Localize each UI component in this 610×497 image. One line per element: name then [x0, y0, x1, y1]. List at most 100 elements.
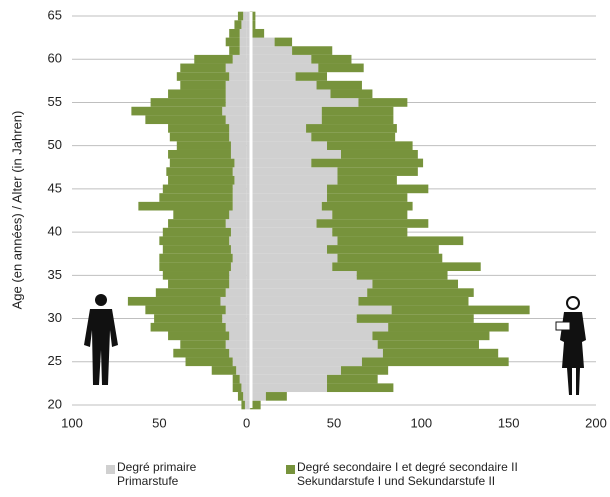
bar	[180, 80, 226, 90]
bar	[246, 193, 328, 202]
bar	[295, 72, 328, 81]
bar	[250, 400, 261, 410]
bar	[225, 115, 247, 125]
bar	[356, 271, 448, 280]
bar	[361, 357, 509, 367]
bar	[244, 400, 247, 410]
bar	[332, 210, 408, 220]
bar	[168, 175, 235, 185]
bar	[337, 175, 397, 185]
bar	[377, 340, 479, 349]
bar	[225, 80, 247, 90]
bar	[243, 11, 247, 21]
bar	[330, 89, 373, 99]
bar	[246, 167, 338, 176]
bars	[127, 11, 530, 410]
y-axis-title: Age (en années) / Alter (in Jahren)	[9, 111, 24, 310]
bar	[246, 271, 357, 280]
x-tick-label: 100	[410, 415, 432, 430]
bar	[168, 279, 230, 289]
bar	[225, 219, 247, 228]
bar	[229, 348, 247, 358]
y-tick-label: 35	[48, 267, 62, 282]
bar	[234, 158, 247, 168]
bar	[246, 158, 312, 168]
bar	[159, 193, 233, 202]
bar	[230, 245, 247, 254]
bar	[222, 106, 247, 116]
bar	[311, 158, 424, 168]
bar	[162, 245, 231, 254]
bar	[246, 357, 362, 367]
bar	[239, 28, 247, 38]
bar	[169, 132, 230, 142]
bar	[241, 383, 247, 393]
bar	[229, 210, 247, 220]
bar	[225, 89, 247, 99]
bar	[211, 366, 237, 375]
bar	[162, 271, 230, 280]
bar	[159, 236, 230, 246]
legend-label: Degré secondaire I et degré secondaire I…	[297, 460, 518, 488]
bar	[168, 219, 226, 228]
bar	[159, 262, 231, 272]
bar	[388, 322, 509, 332]
bar	[321, 115, 394, 125]
bar	[131, 106, 223, 116]
bar	[180, 340, 226, 349]
bar	[230, 227, 247, 237]
bar	[327, 374, 378, 384]
bar	[250, 11, 256, 21]
bar	[246, 98, 359, 107]
bar	[391, 305, 530, 315]
x-tick-label: 200	[585, 415, 607, 430]
woman-icon	[555, 296, 586, 395]
bar	[232, 253, 247, 263]
bar	[246, 124, 307, 133]
bar	[225, 322, 247, 332]
x-tick-label: 0	[243, 415, 250, 430]
bar	[246, 37, 275, 47]
y-tick-label: 55	[48, 94, 62, 109]
bar	[246, 348, 383, 358]
x-tick-label: 100	[61, 415, 83, 430]
bar	[173, 210, 230, 220]
bar	[239, 46, 247, 55]
bar	[246, 400, 251, 410]
bar	[234, 20, 242, 29]
bar	[250, 20, 256, 29]
bar	[230, 141, 247, 150]
y-tick-label: 50	[48, 137, 62, 152]
bar	[327, 245, 439, 254]
bar	[358, 296, 469, 306]
legend-swatch	[106, 465, 115, 474]
bar	[246, 245, 328, 254]
bar	[321, 106, 394, 116]
bar	[232, 184, 247, 194]
bar	[246, 383, 328, 393]
bar	[337, 236, 464, 246]
x-tick-label: 150	[498, 415, 520, 430]
bar	[229, 72, 247, 81]
bar	[306, 124, 397, 133]
bar	[327, 141, 413, 150]
bar	[229, 46, 240, 55]
bar	[311, 54, 352, 64]
bar	[220, 296, 247, 306]
bar	[246, 262, 333, 272]
bar	[180, 63, 226, 73]
bar	[168, 331, 230, 341]
bar	[246, 331, 373, 341]
bar	[246, 141, 328, 150]
bar	[372, 279, 459, 289]
bar	[321, 201, 413, 211]
bar	[246, 374, 328, 384]
bar	[356, 314, 474, 323]
bar	[340, 149, 418, 159]
bar	[243, 392, 247, 401]
bar	[237, 392, 244, 401]
bar	[229, 132, 247, 142]
bar	[316, 219, 429, 228]
